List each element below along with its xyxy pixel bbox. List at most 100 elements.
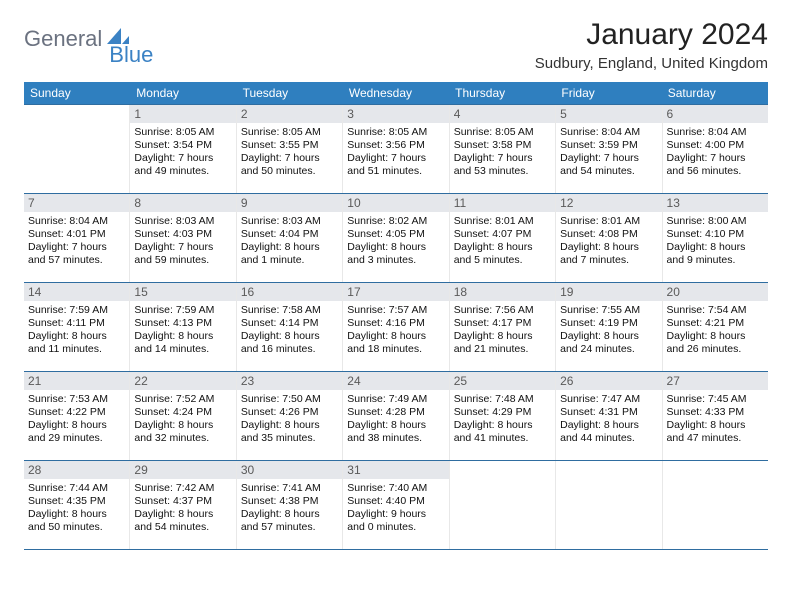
sunrise-line: Sunrise: 8:03 AM	[241, 215, 338, 228]
daylight-line: Daylight: 8 hours and 44 minutes.	[560, 419, 657, 445]
day-number: 22	[130, 372, 235, 390]
sunset-line: Sunset: 4:03 PM	[134, 228, 231, 241]
day-info: Sunrise: 7:53 AMSunset: 4:22 PMDaylight:…	[28, 393, 125, 446]
daylight-line: Daylight: 8 hours and 57 minutes.	[241, 508, 338, 534]
calendar-cell	[556, 461, 662, 549]
calendar-cell: 14 Sunrise: 7:59 AMSunset: 4:11 PMDayligh…	[24, 283, 130, 371]
title-block: January 2024 Sudbury, England, United Ki…	[535, 18, 768, 72]
calendar-cell: 25Sunrise: 7:48 AMSunset: 4:29 PMDayligh…	[450, 372, 556, 460]
day-info: Sunrise: 7:41 AMSunset: 4:38 PMDaylight:…	[241, 482, 338, 535]
day-info: Sunrise: 7:48 AMSunset: 4:29 PMDaylight:…	[454, 393, 551, 446]
sunrise-line: Sunrise: 7:45 AM	[667, 393, 764, 406]
day-number: 8	[130, 194, 235, 212]
daylight-line: Daylight: 8 hours and 41 minutes.	[454, 419, 551, 445]
sunset-line: Sunset: 4:26 PM	[241, 406, 338, 419]
day-info: Sunrise: 7:40 AMSunset: 4:40 PMDaylight:…	[347, 482, 444, 535]
sunset-line: Sunset: 4:35 PM	[28, 495, 125, 508]
calendar-row: 14Sunrise: 7:59 AMSunset: 4:11 PMDayligh…	[24, 282, 768, 371]
calendar-cell: 9Sunrise: 8:03 AMSunset: 4:04 PMDaylight…	[237, 194, 343, 282]
calendar-cell: 27Sunrise: 7:45 AMSunset: 4:33 PMDayligh…	[663, 372, 768, 460]
day-number: 26	[556, 372, 661, 390]
sunrise-line: Sunrise: 8:00 AM	[667, 215, 764, 228]
month-title: January 2024	[535, 18, 768, 52]
daylight-line: Daylight: 8 hours and 11 minutes.	[28, 330, 125, 356]
day-number: 14	[24, 283, 129, 301]
sunset-line: Sunset: 4:08 PM	[560, 228, 657, 241]
sunset-line: Sunset: 4:17 PM	[454, 317, 551, 330]
calendar-cell	[450, 461, 556, 549]
daylight-line: Daylight: 8 hours and 26 minutes.	[667, 330, 764, 356]
sunset-line: Sunset: 4:00 PM	[667, 139, 764, 152]
day-info: Sunrise: 7:49 AMSunset: 4:28 PMDaylight:…	[347, 393, 444, 446]
sunset-line: Sunset: 4:11 PM	[28, 317, 125, 330]
day-info: Sunrise: 8:05 AMSunset: 3:56 PMDaylight:…	[347, 126, 444, 179]
logo-text-general: General	[24, 26, 102, 52]
sunrise-line: Sunrise: 7:58 AM	[241, 304, 338, 317]
day-info: Sunrise: 7:55 AMSunset: 4:19 PMDaylight:…	[560, 304, 657, 357]
day-number: 29	[130, 461, 235, 479]
day-info: Sunrise: 8:03 AMSunset: 4:04 PMDaylight:…	[241, 215, 338, 268]
sunrise-line: Sunrise: 7:47 AM	[560, 393, 657, 406]
calendar-cell: 8Sunrise: 8:03 AMSunset: 4:03 PMDaylight…	[130, 194, 236, 282]
sunrise-line: Sunrise: 8:02 AM	[347, 215, 444, 228]
sunrise-line: Sunrise: 8:01 AM	[454, 215, 551, 228]
daylight-line: Daylight: 7 hours and 56 minutes.	[667, 152, 764, 178]
day-number: 19	[556, 283, 661, 301]
calendar-cell: 29 Sunrise: 7:42 AMSunset: 4:37 PMDayligh…	[130, 461, 236, 549]
sunset-line: Sunset: 3:58 PM	[454, 139, 551, 152]
sunset-line: Sunset: 4:01 PM	[28, 228, 125, 241]
day-number: 16	[237, 283, 342, 301]
calendar-cell: 10Sunrise: 8:02 AMSunset: 4:05 PMDayligh…	[343, 194, 449, 282]
daylight-line: Daylight: 8 hours and 18 minutes.	[347, 330, 444, 356]
sunrise-line: Sunrise: 8:05 AM	[241, 126, 338, 139]
daylight-line: Daylight: 8 hours and 29 minutes.	[28, 419, 125, 445]
calendar-cell: 7Sunrise: 8:04 AMSunset: 4:01 PMDaylight…	[24, 194, 130, 282]
day-info: Sunrise: 7:44 AMSunset: 4:35 PMDaylight:…	[28, 482, 125, 535]
calendar-cell: 16 Sunrise: 7:58 AMSunset: 4:14 PMDayligh…	[237, 283, 343, 371]
day-number: 28	[24, 461, 129, 479]
location-subtitle: Sudbury, England, United Kingdom	[535, 55, 768, 72]
calendar-cell: 3Sunrise: 8:05 AMSunset: 3:56 PMDaylight…	[343, 105, 449, 193]
sunrise-line: Sunrise: 8:05 AM	[454, 126, 551, 139]
sunset-line: Sunset: 4:14 PM	[241, 317, 338, 330]
sunset-line: Sunset: 3:56 PM	[347, 139, 444, 152]
daylight-line: Daylight: 8 hours and 16 minutes.	[241, 330, 338, 356]
day-info: Sunrise: 7:50 AMSunset: 4:26 PMDaylight:…	[241, 393, 338, 446]
day-info: Sunrise: 8:05 AMSunset: 3:55 PMDaylight:…	[241, 126, 338, 179]
calendar: Sunday Monday Tuesday Wednesday Thursday…	[24, 82, 768, 550]
calendar-cell: 1Sunrise: 8:05 AMSunset: 3:54 PMDaylight…	[130, 105, 236, 193]
daylight-line: Daylight: 8 hours and 5 minutes.	[454, 241, 551, 267]
calendar-cell: 31Sunrise: 7:40 AMSunset: 4:40 PMDayligh…	[343, 461, 449, 549]
calendar-cell: 18Sunrise: 7:56 AMSunset: 4:17 PMDayligh…	[450, 283, 556, 371]
calendar-cell: 28 Sunrise: 7:44 AMSunset: 4:35 PMDayligh…	[24, 461, 130, 549]
day-info: Sunrise: 7:42 AMSunset: 4:37 PMDaylight:…	[134, 482, 231, 535]
sunrise-line: Sunrise: 8:04 AM	[28, 215, 125, 228]
daylight-line: Daylight: 8 hours and 7 minutes.	[560, 241, 657, 267]
sunset-line: Sunset: 4:07 PM	[454, 228, 551, 241]
day-info: Sunrise: 8:02 AMSunset: 4:05 PMDaylight:…	[347, 215, 444, 268]
dayname: Friday	[555, 82, 661, 104]
calendar-cell: 12Sunrise: 8:01 AMSunset: 4:08 PMDayligh…	[556, 194, 662, 282]
calendar-cell	[24, 105, 130, 193]
daylight-line: Daylight: 9 hours and 0 minutes.	[347, 508, 444, 534]
calendar-cell: 15Sunrise: 7:59 AMSunset: 4:13 PMDayligh…	[130, 283, 236, 371]
daylight-line: Daylight: 7 hours and 59 minutes.	[134, 241, 231, 267]
day-number: 1	[130, 105, 235, 123]
sunrise-line: Sunrise: 7:59 AM	[28, 304, 125, 317]
day-info: Sunrise: 7:47 AMSunset: 4:31 PMDaylight:…	[560, 393, 657, 446]
day-info: Sunrise: 7:52 AMSunset: 4:24 PMDaylight:…	[134, 393, 231, 446]
sunset-line: Sunset: 4:10 PM	[667, 228, 764, 241]
day-info: Sunrise: 8:04 AMSunset: 4:00 PMDaylight:…	[667, 126, 764, 179]
daylight-line: Daylight: 8 hours and 50 minutes.	[28, 508, 125, 534]
sunset-line: Sunset: 4:24 PM	[134, 406, 231, 419]
calendar-row: 1Sunrise: 8:05 AMSunset: 3:54 PMDaylight…	[24, 104, 768, 193]
day-number: 21	[24, 372, 129, 390]
day-number: 18	[450, 283, 555, 301]
dayname: Monday	[130, 82, 236, 104]
daylight-line: Daylight: 8 hours and 9 minutes.	[667, 241, 764, 267]
sunrise-line: Sunrise: 7:40 AM	[347, 482, 444, 495]
day-info: Sunrise: 8:01 AMSunset: 4:08 PMDaylight:…	[560, 215, 657, 268]
logo-text-blue: Blue	[109, 42, 153, 68]
sunset-line: Sunset: 3:59 PM	[560, 139, 657, 152]
day-number: 4	[450, 105, 555, 123]
